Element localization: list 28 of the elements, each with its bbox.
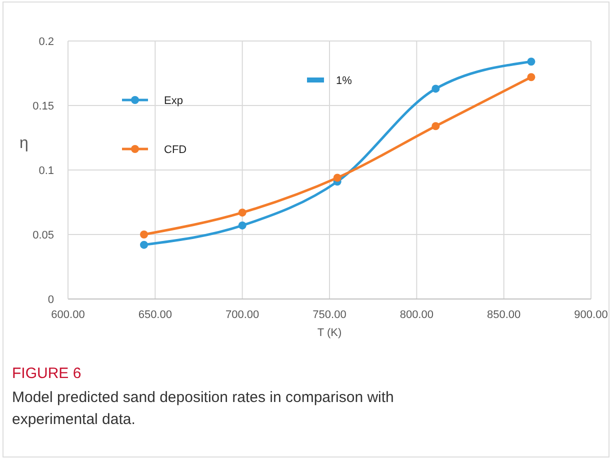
x-tick-label: 700.00 <box>226 309 260 321</box>
x-tick-label: 800.00 <box>400 309 434 321</box>
point <box>527 73 536 82</box>
y-tick-label: 0.2 <box>38 36 54 48</box>
caption: FIGURE 6 <box>12 365 82 382</box>
y-tick-label: 0.05 <box>32 230 54 242</box>
x-tick-label: 900.00 <box>574 309 608 321</box>
point <box>140 240 148 249</box>
legend-label: Exp <box>164 95 183 107</box>
y-tick-label: 0.1 <box>38 165 54 177</box>
point <box>432 84 440 93</box>
legend-label: 1% <box>336 75 352 87</box>
point <box>432 122 440 130</box>
x-tick-label: 850.00 <box>487 309 521 321</box>
y-tick-label: 0 <box>48 294 54 306</box>
point <box>238 221 246 230</box>
x-tick-label: 650.00 <box>138 309 172 321</box>
text: Model predicted sand deposition rates in comparison with experimental data. <box>12 389 394 428</box>
point <box>527 58 536 66</box>
point <box>333 174 342 182</box>
point <box>238 208 246 217</box>
y-tick-label: 0.15 <box>32 100 54 112</box>
legend-label: CFD <box>164 144 187 156</box>
x-tick-label: 600.00 <box>51 309 85 321</box>
point <box>140 230 148 238</box>
x-axis-title: T (K) <box>317 327 342 339</box>
x-tick-label: 750.00 <box>312 309 346 321</box>
y-axis-title: η <box>20 135 28 152</box>
